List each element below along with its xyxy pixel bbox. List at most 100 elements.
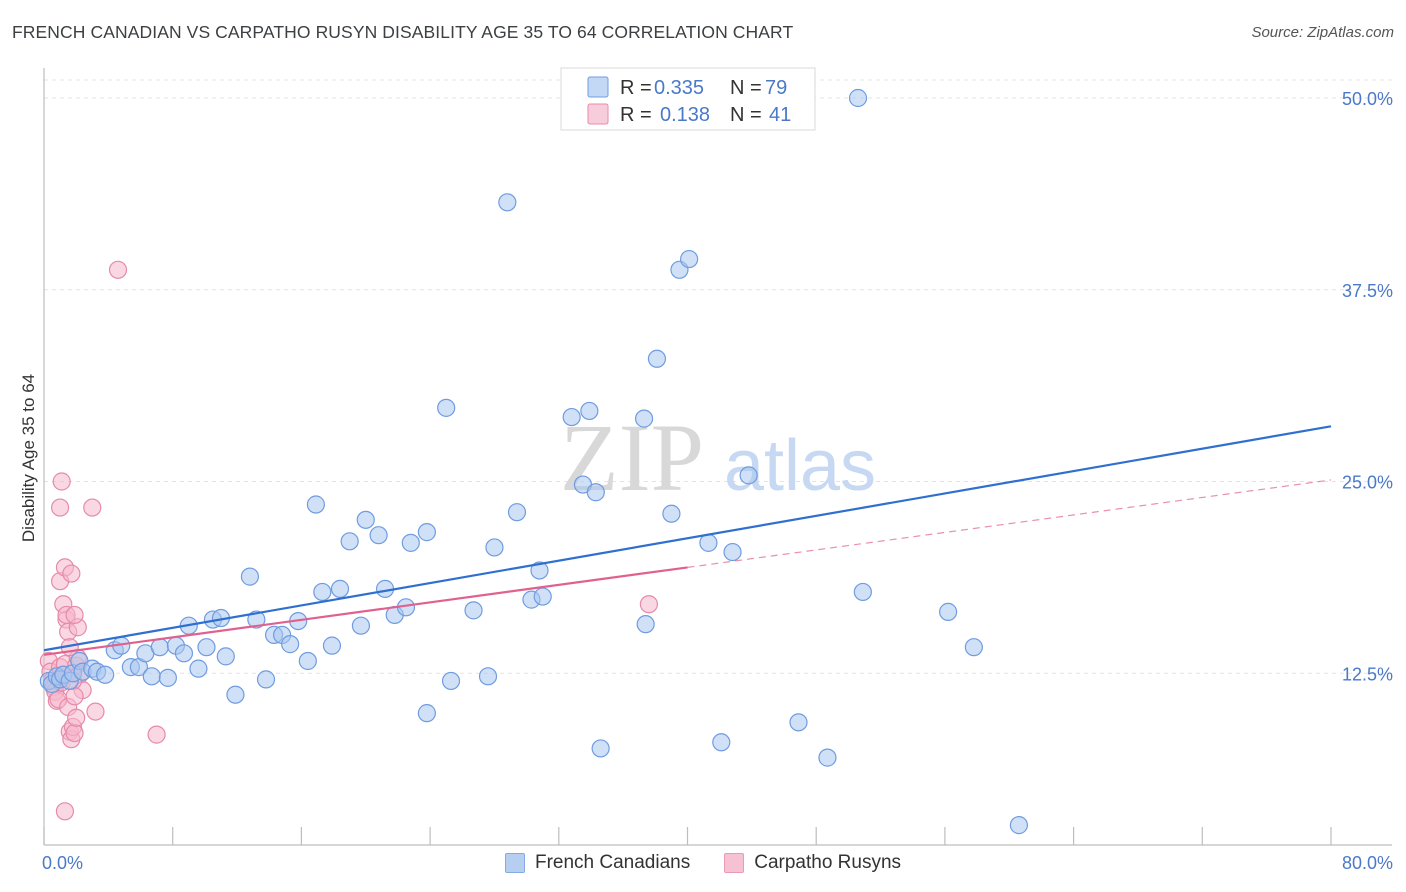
french-canadians-point-52 <box>441 671 461 691</box>
x-tick-label-1: 80.0% <box>1342 853 1393 873</box>
carpatho-rusyns-point-38 <box>108 260 128 279</box>
french-canadians-point-17 <box>142 667 161 686</box>
french-canadians-point-11 <box>96 665 115 684</box>
french-canadians-point-49 <box>417 523 436 542</box>
watermark-zip: ZIP <box>560 404 704 511</box>
french-canadians-point-21 <box>174 644 194 663</box>
french-canadians-point-41 <box>340 532 359 551</box>
carpatho-rusyns-point-16 <box>65 723 84 743</box>
french-canadians-point-24 <box>197 638 216 657</box>
legend-r-label-pink: R = <box>620 104 652 126</box>
french-canadians-point-51 <box>437 398 456 417</box>
watermark-atlas: atlas <box>724 426 876 506</box>
stats-legend: R = 0.335 N = 79 R = 0.138 N = 41 <box>560 67 816 131</box>
french-canadians-point-38 <box>313 582 332 602</box>
french-canadians-point-79 <box>853 582 872 602</box>
chart-title: FRENCH CANADIAN VS CARPATHO RUSYN DISABI… <box>12 22 794 42</box>
legend-r-value-pink: 0.138 <box>660 104 710 126</box>
legend-n-label-pink: N = <box>730 104 762 126</box>
trendlines <box>43 425 1332 656</box>
y-tick-label-1: 25.0% <box>1342 473 1393 493</box>
french-canadians-point-63 <box>580 401 599 421</box>
y-tick-label-0: 12.5% <box>1342 664 1393 684</box>
carpatho-rusyns-point-30 <box>50 498 70 517</box>
french-canadians-point-77 <box>818 748 837 767</box>
french-canadians-point-75 <box>739 466 758 485</box>
french-canadians-point-29 <box>240 567 260 586</box>
carpatho-rusyns-swatch <box>724 853 745 873</box>
carpatho-rusyns-point-37 <box>55 802 75 821</box>
french-canadians-point-19 <box>158 668 177 687</box>
french-canadians-point-78 <box>848 88 868 108</box>
watermark: ZIP atlas <box>560 404 876 511</box>
axes <box>43 68 1392 846</box>
french-canadians-point-80 <box>939 602 958 621</box>
x-tick-label-0: 0.0% <box>42 853 83 873</box>
french-canadians-point-50 <box>417 704 436 723</box>
series-legend: French Canadians Carpatho Rusyns <box>0 852 1406 874</box>
y-tick-label-3: 50.0% <box>1342 89 1393 109</box>
carpatho-rusyns-point-35 <box>83 498 102 517</box>
french-canadians-point-66 <box>634 409 654 428</box>
x-tick-labels: 0.0% 80.0% <box>42 853 1393 873</box>
french-canadians-point-67 <box>636 615 655 634</box>
french-canadians-point-68 <box>647 349 667 368</box>
french-canadians-point-34 <box>281 635 300 654</box>
french-canadians-point-76 <box>789 713 808 732</box>
french-canadians-point-73 <box>712 733 731 752</box>
french-canadians-point-53 <box>464 601 483 620</box>
french-canadians-point-27 <box>216 647 235 666</box>
french-canadians-point-37 <box>306 495 325 514</box>
french-canadians-point-55 <box>485 538 504 557</box>
legend-n-value-blue: 79 <box>765 77 787 99</box>
legend-item-french-canadians: French Canadians <box>504 852 691 874</box>
carpatho-rusyns-trendline-dashed <box>687 479 1332 568</box>
carpatho-rusyns-label: Carpatho Rusyns <box>754 852 902 873</box>
french-canadians-point-48 <box>401 533 420 552</box>
french-canadians-point-23 <box>189 659 208 678</box>
carpatho-rusyns-point-31 <box>52 472 71 491</box>
carpatho-rusyns-point-33 <box>62 564 81 583</box>
french-canadians-point-60 <box>533 587 552 606</box>
french-canadians-label: French Canadians <box>534 852 691 873</box>
legend-r-label-blue: R = <box>620 77 652 99</box>
french-canadians-point-71 <box>680 249 699 269</box>
french-canadians-point-64 <box>586 483 605 502</box>
legend-swatch-pink <box>587 103 609 125</box>
french-canadians-point-31 <box>256 670 276 689</box>
french-canadians-swatch <box>504 853 525 873</box>
french-canadians-point-82 <box>1009 816 1029 835</box>
french-canadians-point-57 <box>507 503 527 522</box>
french-canadians-point-40 <box>330 579 350 598</box>
french-canadians-point-81 <box>964 638 983 657</box>
carpatho-rusyns-trendline-solid <box>43 566 688 656</box>
french-canadians-point-74 <box>723 542 742 562</box>
french-canadians-points <box>39 88 1029 835</box>
french-canadians-point-65 <box>591 739 610 758</box>
source-label: Source: ZipAtlas.com <box>1251 24 1394 41</box>
carpatho-rusyns-point-36 <box>86 702 105 721</box>
y-tick-label-2: 37.5% <box>1342 281 1393 301</box>
french-canadians-point-56 <box>498 193 517 212</box>
french-canadians-point-18 <box>150 638 169 657</box>
french-canadians-point-59 <box>530 561 549 580</box>
french-canadians-point-72 <box>699 533 718 552</box>
carpatho-rusyns-point-40 <box>639 595 658 614</box>
legend-swatch-blue <box>587 76 609 98</box>
french-canadians-point-39 <box>322 636 342 655</box>
y-tick-labels: 12.5% 25.0% 37.5% 50.0% <box>1342 89 1393 684</box>
carpatho-rusyns-point-28 <box>67 708 86 727</box>
carpatho-rusyns-point-27 <box>65 687 84 706</box>
legend-r-value-blue: 0.335 <box>654 77 704 99</box>
french-canadians-point-69 <box>662 504 681 523</box>
french-canadians-point-42 <box>351 616 371 635</box>
french-canadians-point-61 <box>562 407 581 427</box>
carpatho-rusyns-point-34 <box>65 605 84 625</box>
legend-n-value-pink: 41 <box>769 104 791 126</box>
french-canadians-point-44 <box>369 526 388 545</box>
legend-n-label-blue: N = <box>730 77 762 99</box>
french-canadians-point-36 <box>298 651 317 671</box>
legend-item-carpatho-rusyns: Carpatho Rusyns <box>724 852 901 874</box>
french-canadians-point-28 <box>226 685 245 704</box>
